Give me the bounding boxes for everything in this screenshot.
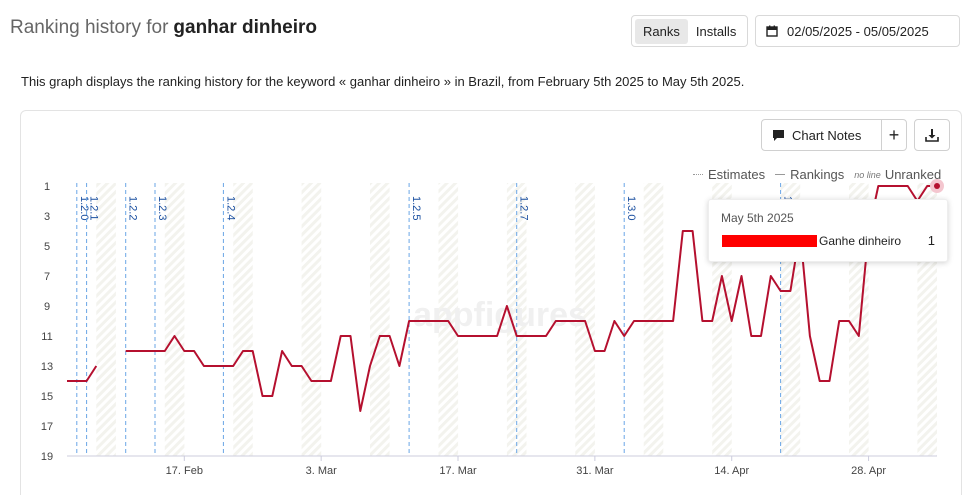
- add-note-button[interactable]: +: [888, 124, 900, 145]
- y-tick-label: 19: [41, 451, 53, 463]
- date-range-text: 02/05/2025 - 05/05/2025: [787, 23, 929, 39]
- download-icon: [925, 129, 939, 142]
- y-tick-label: 7: [44, 271, 50, 283]
- y-tick-label: 17: [41, 421, 53, 433]
- hover-point: [934, 183, 940, 189]
- weekend-band: [370, 183, 390, 456]
- calendar-icon: [766, 25, 778, 37]
- tab-ranks[interactable]: Ranks: [635, 18, 688, 44]
- weekend-band: [575, 183, 595, 456]
- release-marker-label: 1.2.7: [518, 196, 530, 220]
- tooltip-rank: 1: [927, 233, 935, 248]
- chart-notes-group: Chart Notes +: [761, 119, 907, 151]
- weekend-band: [438, 183, 459, 456]
- estimates-swatch: [693, 174, 703, 175]
- y-tick-label: 11: [41, 331, 52, 343]
- tooltip-date: May 5th 2025: [721, 211, 794, 225]
- redacted-app-icon: [722, 235, 817, 247]
- weekend-band: [301, 183, 322, 456]
- release-marker-label: 1.2.2: [127, 196, 139, 220]
- tab-installs[interactable]: Installs: [695, 23, 737, 39]
- page-title: Ranking history for ganhar dinheiro: [10, 17, 317, 39]
- y-tick-label: 13: [41, 361, 53, 373]
- x-tick-label: 17. Feb: [166, 465, 203, 477]
- chart-notes-button[interactable]: Chart Notes: [762, 120, 882, 150]
- legend-estimates[interactable]: Estimates: [708, 167, 766, 182]
- date-range-picker[interactable]: 02/05/2025 - 05/05/2025: [755, 15, 960, 47]
- x-tick-label: 3. Mar: [306, 465, 338, 477]
- rankings-swatch: [775, 174, 786, 175]
- weekend-band: [164, 183, 185, 456]
- y-tick-label: 1: [44, 181, 50, 193]
- y-tick-label: 9: [44, 301, 50, 313]
- release-marker-label: 1.2.3: [156, 196, 168, 220]
- release-marker-label: 1.2.1: [88, 196, 100, 220]
- legend-no-line: no line: [854, 169, 881, 180]
- keyword-title: ganhar dinheiro: [173, 17, 317, 38]
- legend-unranked[interactable]: Unranked: [884, 167, 942, 182]
- ranking-line: [67, 365, 98, 382]
- release-marker-label: 1.2.5: [410, 196, 422, 220]
- comment-icon: [773, 129, 784, 141]
- download-button[interactable]: [914, 119, 950, 151]
- chart-card: [20, 110, 962, 495]
- metric-toggle: Ranks Installs: [631, 15, 749, 47]
- y-tick-label: 3: [44, 211, 50, 223]
- weekend-band: [233, 183, 253, 456]
- y-tick-label: 15: [41, 391, 53, 403]
- chart-notes-label: Chart Notes: [792, 127, 862, 143]
- x-tick-label: 31. Mar: [576, 465, 614, 477]
- release-marker-label: 1.3.0: [625, 196, 637, 220]
- title-prefix: Ranking history for: [10, 17, 169, 38]
- chart-tooltip: May 5th 2025 Ganhe dinheiro 1: [708, 199, 948, 262]
- x-tick-label: 14. Apr: [714, 465, 749, 477]
- legend-rankings[interactable]: Rankings: [790, 167, 845, 182]
- weekend-band: [96, 183, 116, 456]
- x-tick-label: 17. Mar: [439, 465, 477, 477]
- tooltip-app-name: Ganhe dinheiro: [819, 234, 902, 248]
- chart-legend: Estimates Rankings no line Unranked: [693, 167, 941, 182]
- weekend-band: [643, 183, 664, 456]
- release-marker-label: 1.2.4: [224, 196, 236, 220]
- y-tick-label: 5: [44, 241, 50, 253]
- x-tick-label: 28. Apr: [851, 465, 886, 477]
- graph-description: This graph displays the ranking history …: [21, 74, 745, 89]
